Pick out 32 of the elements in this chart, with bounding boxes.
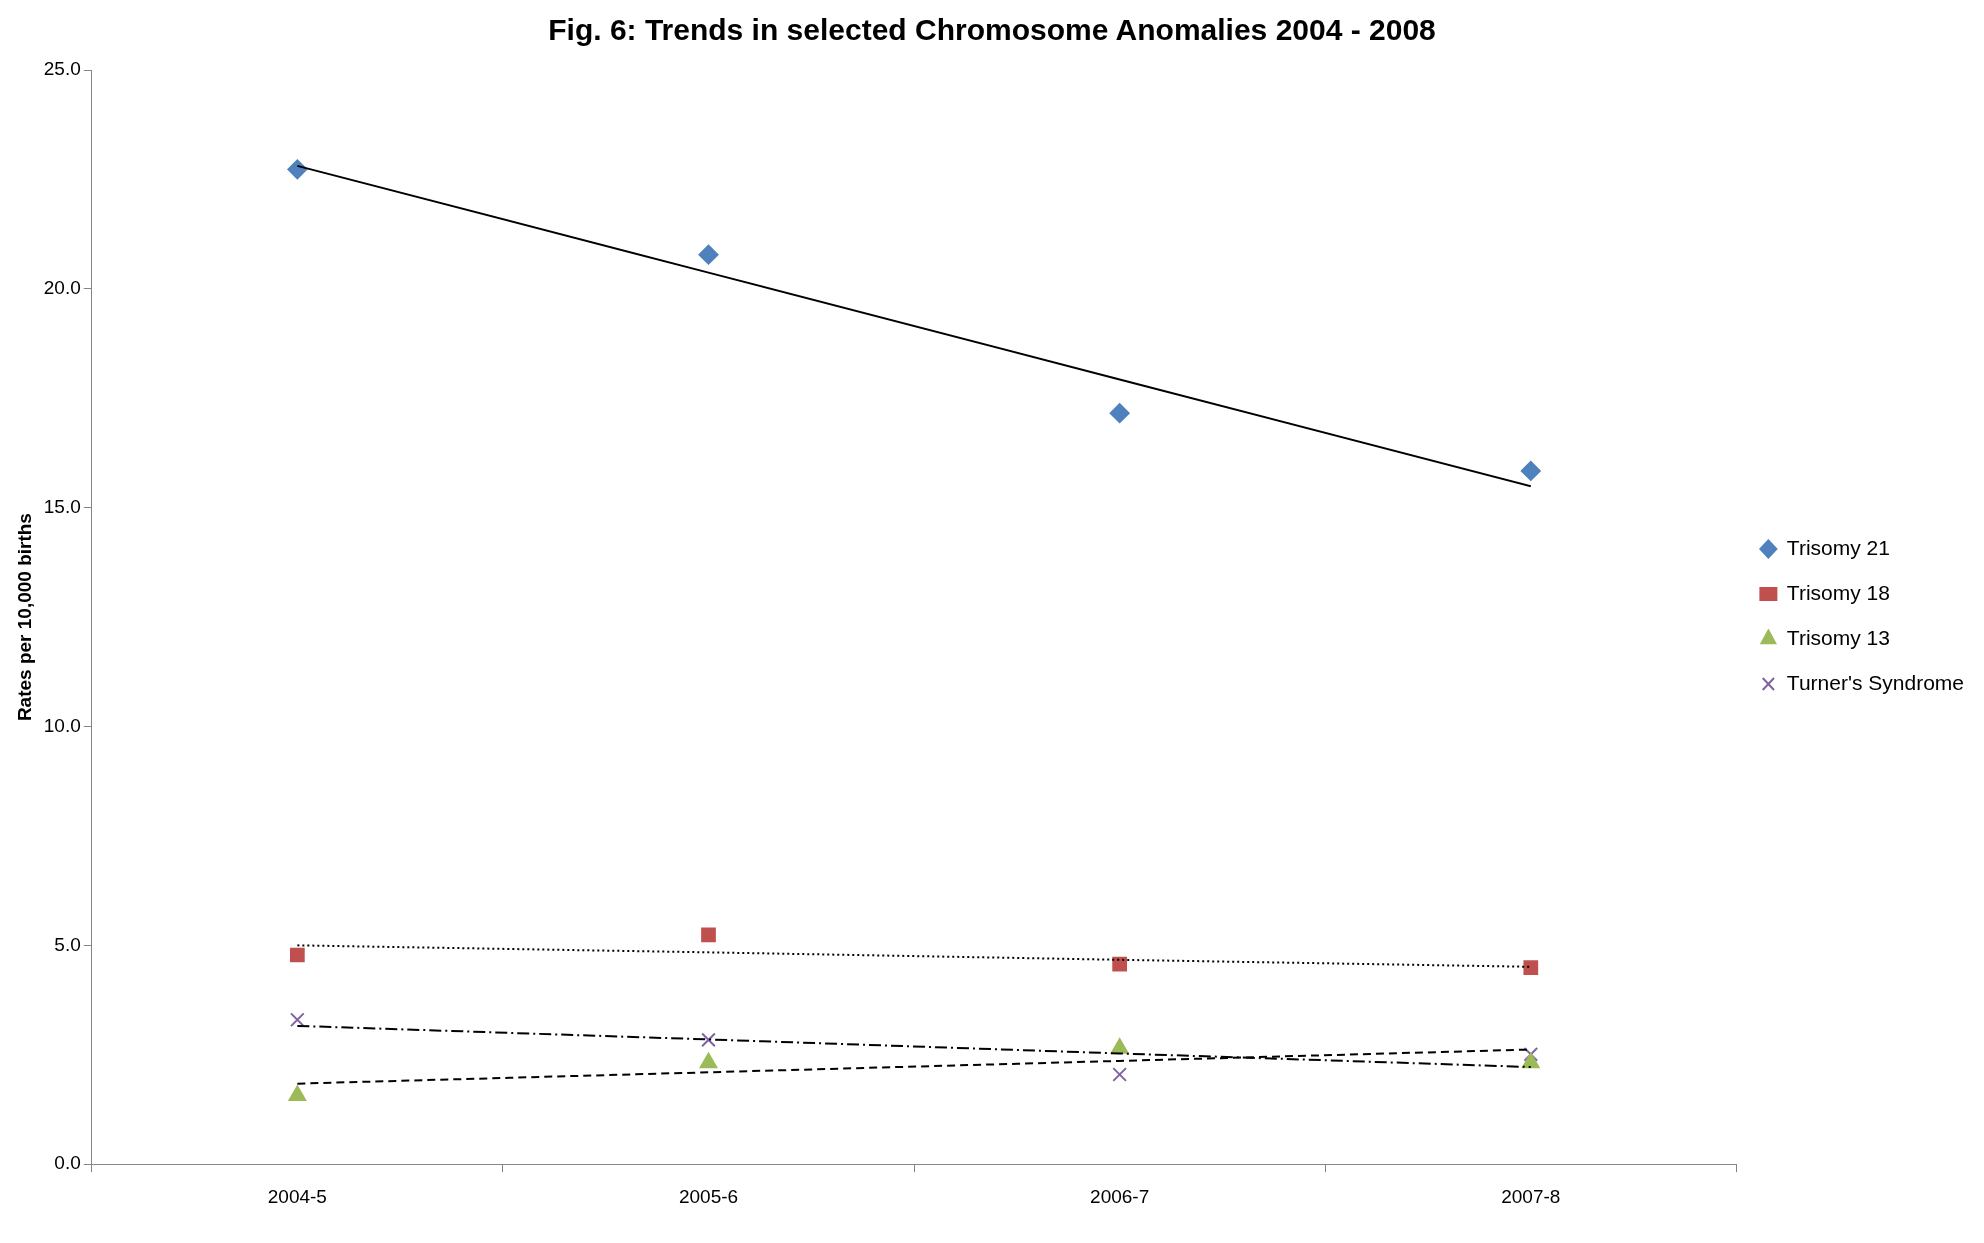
y-tick-label: 5.0 [54,933,81,955]
x-tick-label: 2006-7 [1090,1185,1150,1207]
point [1523,1046,1539,1062]
y-axis-title: Rates per 10,000 births [13,513,35,722]
x-tick-label: 2004-5 [267,1185,327,1207]
point [289,1012,305,1028]
point [701,1032,716,1048]
point [1520,460,1541,481]
point [699,1052,718,1069]
point [287,159,308,180]
y-tick-label: 10.0 [43,714,81,736]
x-tick-label: 2007-8 [1501,1185,1561,1207]
legend-label: Trisomy 18 [1786,580,1890,604]
point [289,947,305,963]
point [1112,1067,1128,1082]
y-tick-label: 15.0 [43,495,81,517]
point [701,927,716,943]
y-tick-label: 0.0 [54,1152,81,1174]
point [1110,1038,1129,1054]
point [1523,960,1539,976]
y-tick-label: 20.0 [43,277,81,299]
legend-label: Turner's Syndrome [1786,670,1965,694]
y-tick-label: 25.0 [43,58,81,80]
x-tick-label: 2005-6 [678,1185,739,1207]
legend-label: Trisomy 13 [1786,625,1890,649]
legend-label: Trisomy 21 [1786,535,1890,559]
chart-title: Fig. 6: Trends in selected Chromosome Anomalies 2004 - 2008 [548,13,1436,47]
point [1522,1052,1540,1069]
point [288,1085,307,1101]
point [1109,403,1130,424]
point [1112,956,1128,972]
point [698,244,719,265]
